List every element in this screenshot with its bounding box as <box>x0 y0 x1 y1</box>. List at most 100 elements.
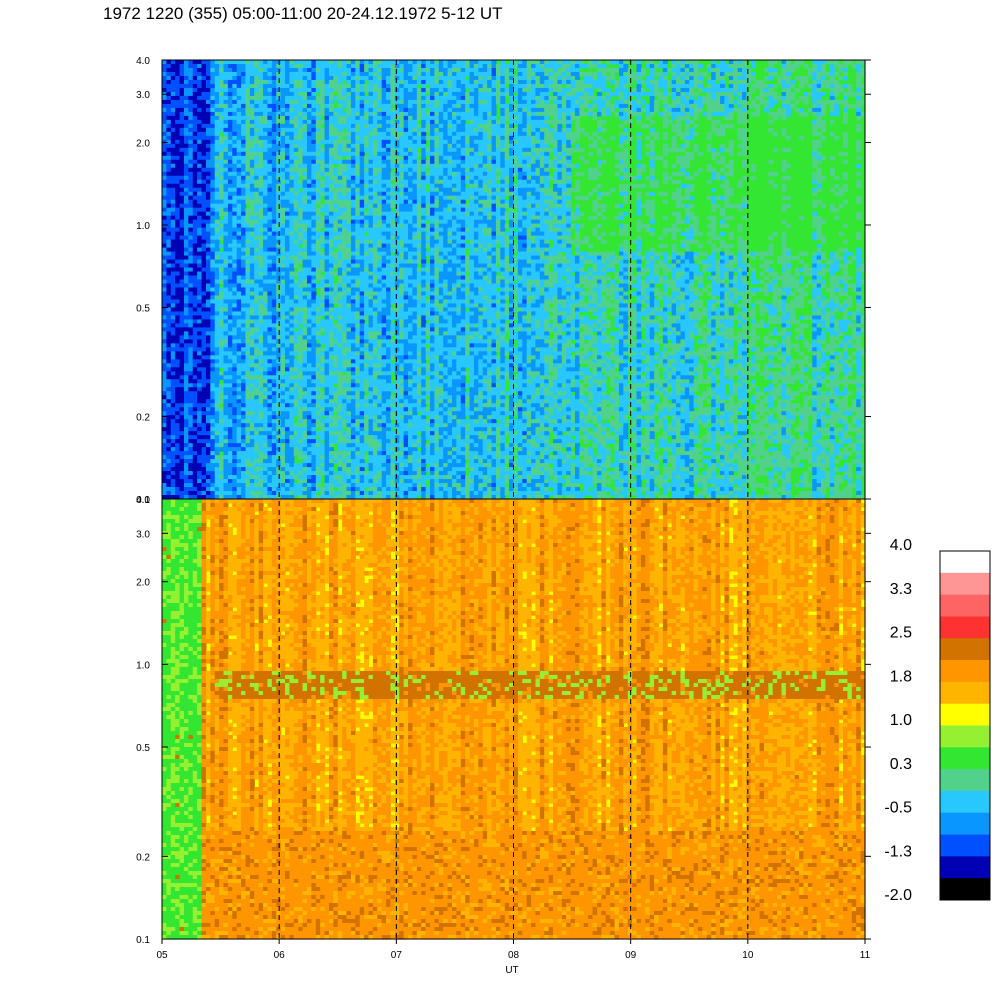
heatmap-cell <box>329 371 334 376</box>
heatmap-cell <box>228 196 233 201</box>
heatmap-cell <box>188 343 193 348</box>
heatmap-cell <box>175 152 180 157</box>
heatmap-cell <box>303 72 308 77</box>
heatmap-cell <box>325 240 330 245</box>
heatmap-cell <box>206 479 211 484</box>
heatmap-cell <box>193 395 198 400</box>
heatmap-cell <box>202 280 207 285</box>
heatmap-cell <box>206 124 211 129</box>
heatmap-cell <box>232 475 237 480</box>
heatmap-cell <box>254 459 259 464</box>
heatmap-cell <box>325 335 330 340</box>
heatmap-cell <box>267 375 272 380</box>
heatmap-cell <box>250 224 255 229</box>
heatmap-cell <box>311 359 316 364</box>
heatmap-cell <box>285 403 290 408</box>
heatmap-cell <box>215 180 220 185</box>
heatmap-cell <box>215 443 220 448</box>
heatmap-cell <box>316 471 321 476</box>
heatmap-cell <box>245 200 250 205</box>
heatmap-cell <box>259 68 264 73</box>
heatmap-cell <box>210 379 215 384</box>
heatmap-cell <box>303 256 308 261</box>
heatmap-cell <box>197 252 202 257</box>
heatmap-cell <box>241 355 246 360</box>
heatmap-cell <box>289 303 294 308</box>
heatmap-cell <box>188 327 193 332</box>
heatmap-cell <box>237 240 242 245</box>
heatmap-cell <box>272 431 277 436</box>
heatmap-cell <box>224 236 229 241</box>
heatmap-cell <box>263 104 268 109</box>
heatmap-cell <box>162 447 167 452</box>
heatmap-cell <box>228 439 233 444</box>
heatmap-cell <box>289 244 294 249</box>
heatmap-cell <box>285 144 290 149</box>
heatmap-cell <box>303 471 308 476</box>
heatmap-cell <box>232 351 237 356</box>
heatmap-cell <box>202 447 207 452</box>
heatmap-cell <box>202 287 207 292</box>
heatmap-cell <box>267 216 272 221</box>
heatmap-cell <box>316 164 321 169</box>
heatmap-cell <box>232 363 237 368</box>
heatmap-cell <box>188 383 193 388</box>
heatmap-cell <box>316 184 321 189</box>
heatmap-cell <box>329 76 334 81</box>
heatmap-cell <box>241 347 246 352</box>
heatmap-cell <box>210 216 215 221</box>
heatmap-cell <box>311 244 316 249</box>
heatmap-cell <box>175 291 180 296</box>
heatmap-cell <box>303 224 308 229</box>
heatmap-cell <box>267 351 272 356</box>
heatmap-cell <box>180 343 185 348</box>
heatmap-cell <box>272 188 277 193</box>
heatmap-cell <box>289 387 294 392</box>
heatmap-cell <box>219 128 224 133</box>
heatmap-cell <box>197 136 202 141</box>
heatmap-cell <box>325 483 330 488</box>
heatmap-cell <box>193 120 198 125</box>
heatmap-cell <box>329 335 334 340</box>
heatmap-cell <box>210 92 215 97</box>
heatmap-cell <box>281 140 286 145</box>
heatmap-cell <box>298 232 303 237</box>
heatmap-cell <box>294 108 299 113</box>
heatmap-cell <box>298 92 303 97</box>
heatmap-cell <box>202 256 207 261</box>
heatmap-cell <box>329 467 334 472</box>
heatmap-cell <box>224 471 229 476</box>
heatmap-cell <box>303 88 308 93</box>
heatmap-cell <box>219 72 224 77</box>
heatmap-cell <box>329 475 334 480</box>
heatmap-cell <box>285 331 290 336</box>
heatmap-cell <box>259 391 264 396</box>
heatmap-cell <box>259 176 264 181</box>
heatmap-cell <box>215 216 220 221</box>
heatmap-cell <box>316 347 321 352</box>
heatmap-cell <box>166 399 171 404</box>
heatmap-cell <box>311 68 316 73</box>
heatmap-cell <box>311 84 316 89</box>
heatmap-cell <box>171 315 176 320</box>
heatmap-cell <box>316 419 321 424</box>
heatmap-cell <box>272 84 277 89</box>
heatmap-cell <box>303 475 308 480</box>
heatmap-cell <box>245 475 250 480</box>
heatmap-cell <box>303 399 308 404</box>
heatmap-cell <box>272 487 277 492</box>
heatmap-cell <box>184 407 189 412</box>
heatmap-cell <box>197 268 202 273</box>
heatmap-cell <box>281 156 286 161</box>
heatmap-cell <box>184 371 189 376</box>
heatmap-cell <box>311 72 316 77</box>
heatmap-cell <box>202 92 207 97</box>
heatmap-cell <box>206 96 211 101</box>
heatmap-cell <box>184 60 189 65</box>
heatmap-cell <box>184 399 189 404</box>
heatmap-cell <box>202 423 207 428</box>
heatmap-cell <box>294 104 299 109</box>
heatmap-cell <box>215 335 220 340</box>
heatmap-cell <box>228 64 233 69</box>
heatmap-cell <box>166 447 171 452</box>
